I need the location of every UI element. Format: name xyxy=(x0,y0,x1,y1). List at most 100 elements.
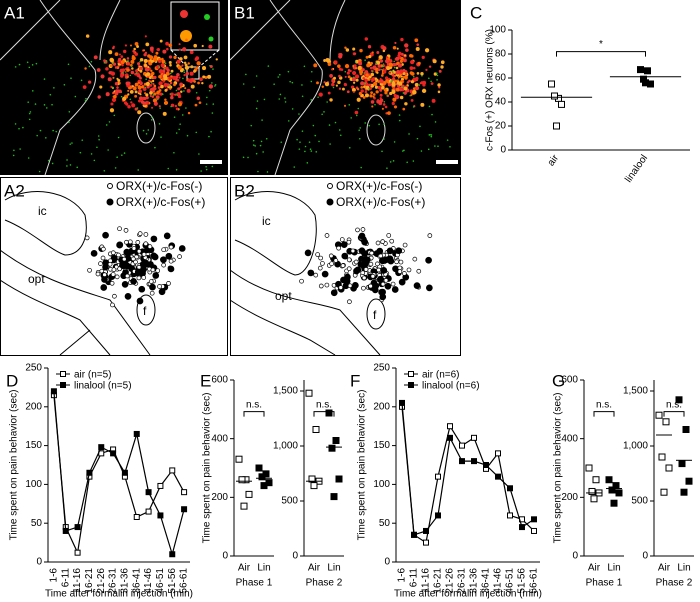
cell xyxy=(169,81,173,85)
cell xyxy=(347,75,351,79)
cell xyxy=(142,101,147,106)
cell xyxy=(151,79,155,83)
neuron xyxy=(304,249,312,257)
cell xyxy=(110,102,114,106)
cell xyxy=(147,129,150,131)
cell xyxy=(164,85,167,88)
open-marker xyxy=(181,489,188,496)
cell xyxy=(127,89,130,92)
cell xyxy=(370,72,375,77)
cell xyxy=(133,52,136,55)
cell xyxy=(183,73,186,77)
cell xyxy=(381,68,383,71)
cell xyxy=(376,51,380,55)
cell xyxy=(19,148,21,150)
filled-marker xyxy=(507,485,513,492)
inset-cell xyxy=(180,30,192,42)
cell xyxy=(358,91,362,96)
cell xyxy=(402,72,406,76)
cell xyxy=(310,80,313,83)
y-tick-label: 50 xyxy=(31,518,43,529)
cell xyxy=(353,76,355,78)
cell xyxy=(207,74,212,79)
cell xyxy=(150,119,153,121)
cell xyxy=(329,98,333,102)
cell xyxy=(380,85,385,90)
cell xyxy=(173,83,176,87)
cell xyxy=(430,134,433,136)
neuron xyxy=(136,275,142,281)
cell xyxy=(146,72,151,77)
cell xyxy=(139,60,141,63)
cell xyxy=(358,137,361,140)
x-axis-label: Time after formalin injection (min) xyxy=(45,589,193,600)
filled-marker xyxy=(644,67,651,75)
cell xyxy=(368,83,372,87)
cell xyxy=(211,165,214,168)
cell xyxy=(186,134,189,137)
cell xyxy=(149,91,153,95)
cell xyxy=(144,86,147,89)
cell xyxy=(201,66,207,71)
cell xyxy=(148,75,152,79)
cell xyxy=(310,70,313,73)
cell xyxy=(49,93,52,96)
cell xyxy=(318,92,323,97)
cell xyxy=(215,58,218,61)
neuron xyxy=(361,238,369,246)
cell xyxy=(405,48,409,52)
scale-bar xyxy=(200,160,222,164)
neuron xyxy=(102,263,109,271)
cell xyxy=(116,156,118,159)
y-tick-label: 600 xyxy=(211,375,228,386)
cell xyxy=(390,59,393,63)
cell xyxy=(364,82,367,85)
cell xyxy=(121,68,126,72)
neuron xyxy=(150,267,156,273)
significance-bracket xyxy=(593,411,615,417)
cell xyxy=(375,90,379,94)
neuron xyxy=(107,261,113,267)
cell xyxy=(84,67,87,70)
cell xyxy=(344,75,347,78)
cell xyxy=(158,92,162,96)
cell xyxy=(265,137,268,140)
neuron xyxy=(165,252,173,260)
cell xyxy=(195,56,200,61)
outline xyxy=(229,0,346,176)
neuron xyxy=(111,267,117,273)
cell xyxy=(428,105,431,108)
cell xyxy=(114,167,117,169)
outline xyxy=(0,0,121,176)
inset-line xyxy=(198,49,220,68)
cell xyxy=(334,121,337,124)
cell xyxy=(126,57,130,60)
cell xyxy=(327,62,332,67)
micrograph-b1 xyxy=(230,0,461,175)
cell xyxy=(284,97,286,99)
cell xyxy=(131,85,134,88)
cell xyxy=(84,99,87,102)
cell xyxy=(69,143,72,145)
cell xyxy=(400,52,404,56)
cell xyxy=(156,64,161,70)
cell xyxy=(382,63,385,65)
cell xyxy=(121,154,123,156)
cell xyxy=(176,94,178,96)
y-tick-label: 0 xyxy=(572,551,578,562)
cell xyxy=(279,93,282,96)
neuron xyxy=(329,261,334,267)
inset-line xyxy=(170,49,188,68)
cell xyxy=(107,77,112,82)
cell xyxy=(122,96,127,101)
neuron xyxy=(398,259,404,265)
cell xyxy=(198,153,200,155)
cell xyxy=(117,136,120,139)
cell xyxy=(353,64,357,68)
cell xyxy=(331,82,335,87)
cell xyxy=(113,94,117,99)
cell xyxy=(397,76,400,79)
cell xyxy=(370,91,374,95)
legend-label: ORX(+)/c-Fos(+) xyxy=(336,195,425,209)
open-marker xyxy=(665,464,673,472)
